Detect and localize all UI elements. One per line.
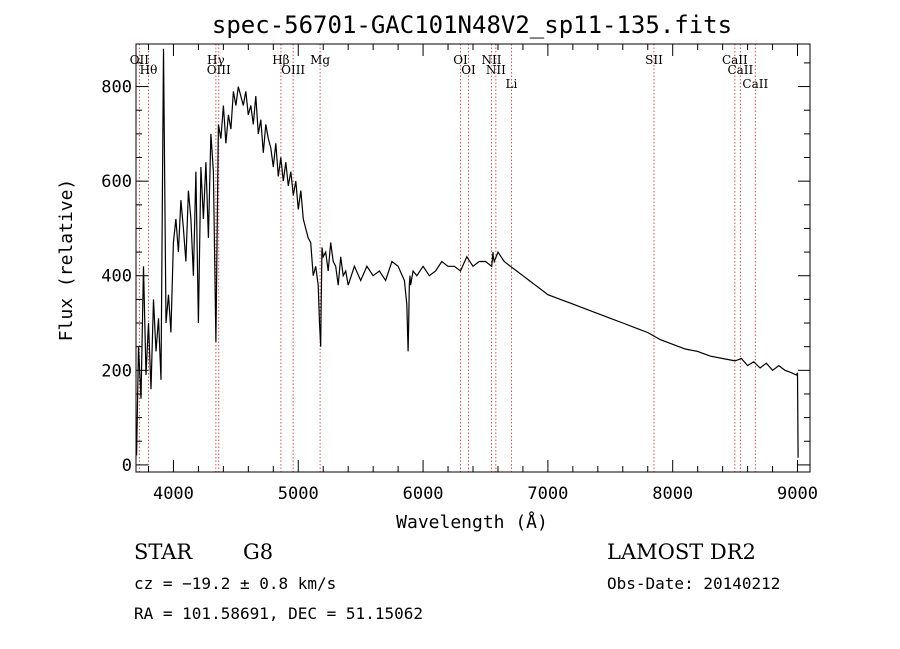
y-tick-label-4: 800 <box>101 78 132 98</box>
coordinates-text: RA = 101.58691, DEC = 51.15062 <box>134 604 423 623</box>
y-tick-label-1: 200 <box>101 361 132 381</box>
spectral-line-label-2: Hγ <box>207 53 225 67</box>
axis-ticks: 4000 5000 6000 7000 8000 9000 0 200 400 600 800 <box>101 44 818 504</box>
chart-title: spec-56701-GAC101N48V2_sp11-135.fits <box>212 11 732 39</box>
y-tick-label-3: 600 <box>101 172 132 192</box>
spectral-line-label-1: Hθ <box>140 63 158 77</box>
obs-date-text: Obs-Date: 20140212 <box>607 574 780 593</box>
spectral-line-label-6: Mg <box>310 53 330 67</box>
survey-name: LAMOST DR2 <box>607 540 756 564</box>
x-tick-label-0: 4000 <box>153 484 194 504</box>
spectral-line-label-12: SII <box>645 53 663 67</box>
object-class: STAR <box>134 540 193 564</box>
spectral-line-label-13: CaII <box>722 53 748 67</box>
x-axis-label: Wavelength (Å) <box>396 511 548 533</box>
x-tick-label-5: 9000 <box>777 484 818 504</box>
spectral-line-label-15: CaII <box>742 77 768 91</box>
spectral-line-label-14: CaII <box>727 63 753 77</box>
spectral-line-label-9: NII <box>481 53 501 67</box>
spectral-line-label-8: OI <box>461 63 476 77</box>
y-axis-label: Flux (relative) <box>56 179 77 342</box>
y-tick-label-0: 0 <box>122 456 132 476</box>
y-tick-label-2: 400 <box>101 267 132 287</box>
spectral-line-label-7: OI <box>453 53 468 67</box>
object-subclass: G8 <box>243 540 273 564</box>
x-tick-label-4: 8000 <box>652 484 693 504</box>
spectral-line-label-10: NII <box>486 63 506 77</box>
spectral-line-label-11: Li <box>506 77 518 91</box>
x-tick-label-2: 6000 <box>403 484 444 504</box>
redshift-text: cz = −19.2 ± 0.8 km/s <box>134 574 336 593</box>
spectral-line-label-4: Hβ <box>272 53 289 67</box>
spectral-line-label-3: OIII <box>207 63 231 77</box>
x-tick-label-1: 5000 <box>278 484 319 504</box>
plot-frame <box>135 43 811 473</box>
spectrum-series <box>136 48 799 458</box>
spectral-line-label-0: OII <box>130 53 150 67</box>
spectral-line-label-5: OIII <box>281 63 305 77</box>
spectral-lines <box>138 44 756 472</box>
x-tick-label-3: 7000 <box>527 484 568 504</box>
